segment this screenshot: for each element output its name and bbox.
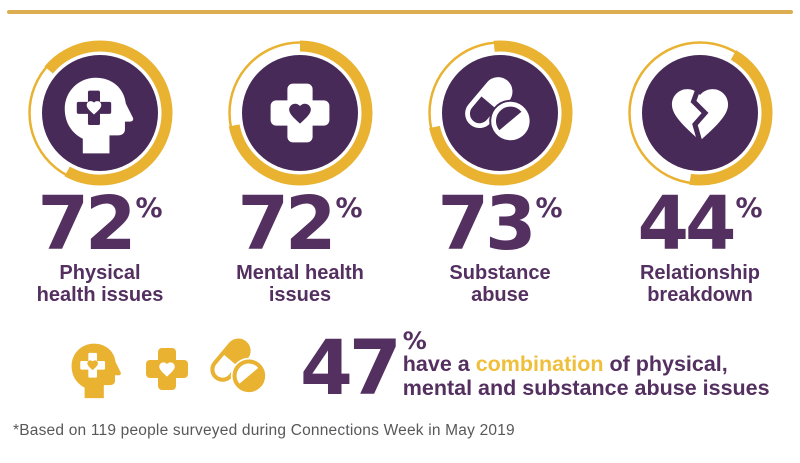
pills-icon [427, 40, 573, 186]
progress-ring [427, 40, 573, 186]
stat-card-substance-abuse: 73 % Substance abuse [427, 40, 573, 306]
combination-percent-value: 47 [300, 323, 402, 412]
combination-percent: 47 [300, 323, 402, 412]
combination-icons [66, 333, 274, 405]
stat-card-mental-health: 72 % Mental health issues [227, 40, 373, 306]
stat-percent: 72 % [237, 181, 363, 267]
medical-cross-heart-icon [227, 40, 373, 186]
stat-percent-value: 72 [237, 181, 336, 267]
highlighted-word: combination [475, 352, 604, 376]
pills-icon [210, 338, 267, 394]
stat-card-relationship-breakdown: 44 % Relationship breakdown [627, 40, 773, 306]
stat-label: Substance abuse [449, 261, 551, 307]
stat-label: Relationship breakdown [639, 261, 760, 307]
top-divider-line [7, 10, 793, 14]
stat-card-physical-health: 72 % Physical health issues [27, 40, 173, 306]
progress-ring [227, 40, 373, 186]
medical-cross-heart-icon [146, 348, 188, 390]
percent-sign: % [402, 327, 427, 355]
head-cross-heart-icon [27, 40, 173, 186]
combination-stat-row: 47 % have a combination of physical, men… [66, 323, 770, 412]
medical-cross-heart-icon [142, 344, 192, 394]
stats-row: 72 % Physical health issues 72 % Mental … [0, 40, 800, 306]
percent-sign: % [535, 193, 563, 224]
combination-text: % have a combination of physical, mental… [403, 329, 770, 400]
combination-line1: have a combination of physical, [402, 352, 728, 376]
broken-heart-icon [627, 40, 773, 186]
stat-percent-value: 73 [437, 181, 536, 267]
stat-percent: 73 % [437, 181, 563, 267]
percent-sign: % [135, 193, 163, 224]
stat-percent-value: 72 [37, 181, 136, 267]
stat-label: Physical health issues [36, 261, 164, 307]
percent-sign: % [335, 193, 363, 224]
stat-percent: 72 % [37, 181, 163, 267]
pills-icon [206, 335, 274, 403]
stat-percent: 44 % [637, 181, 763, 267]
footnote: *Based on 119 people surveyed during Con… [13, 422, 515, 439]
percent-sign: % [735, 193, 763, 224]
head-cross-heart-icon [66, 338, 128, 400]
head-cross-heart-icon [71, 343, 121, 399]
combination-line2: mental and substance abuse issues [402, 375, 770, 400]
stat-label: Mental health issues [236, 261, 364, 307]
progress-ring [627, 40, 773, 186]
stat-percent-value: 44 [637, 181, 736, 267]
progress-ring [27, 40, 173, 186]
